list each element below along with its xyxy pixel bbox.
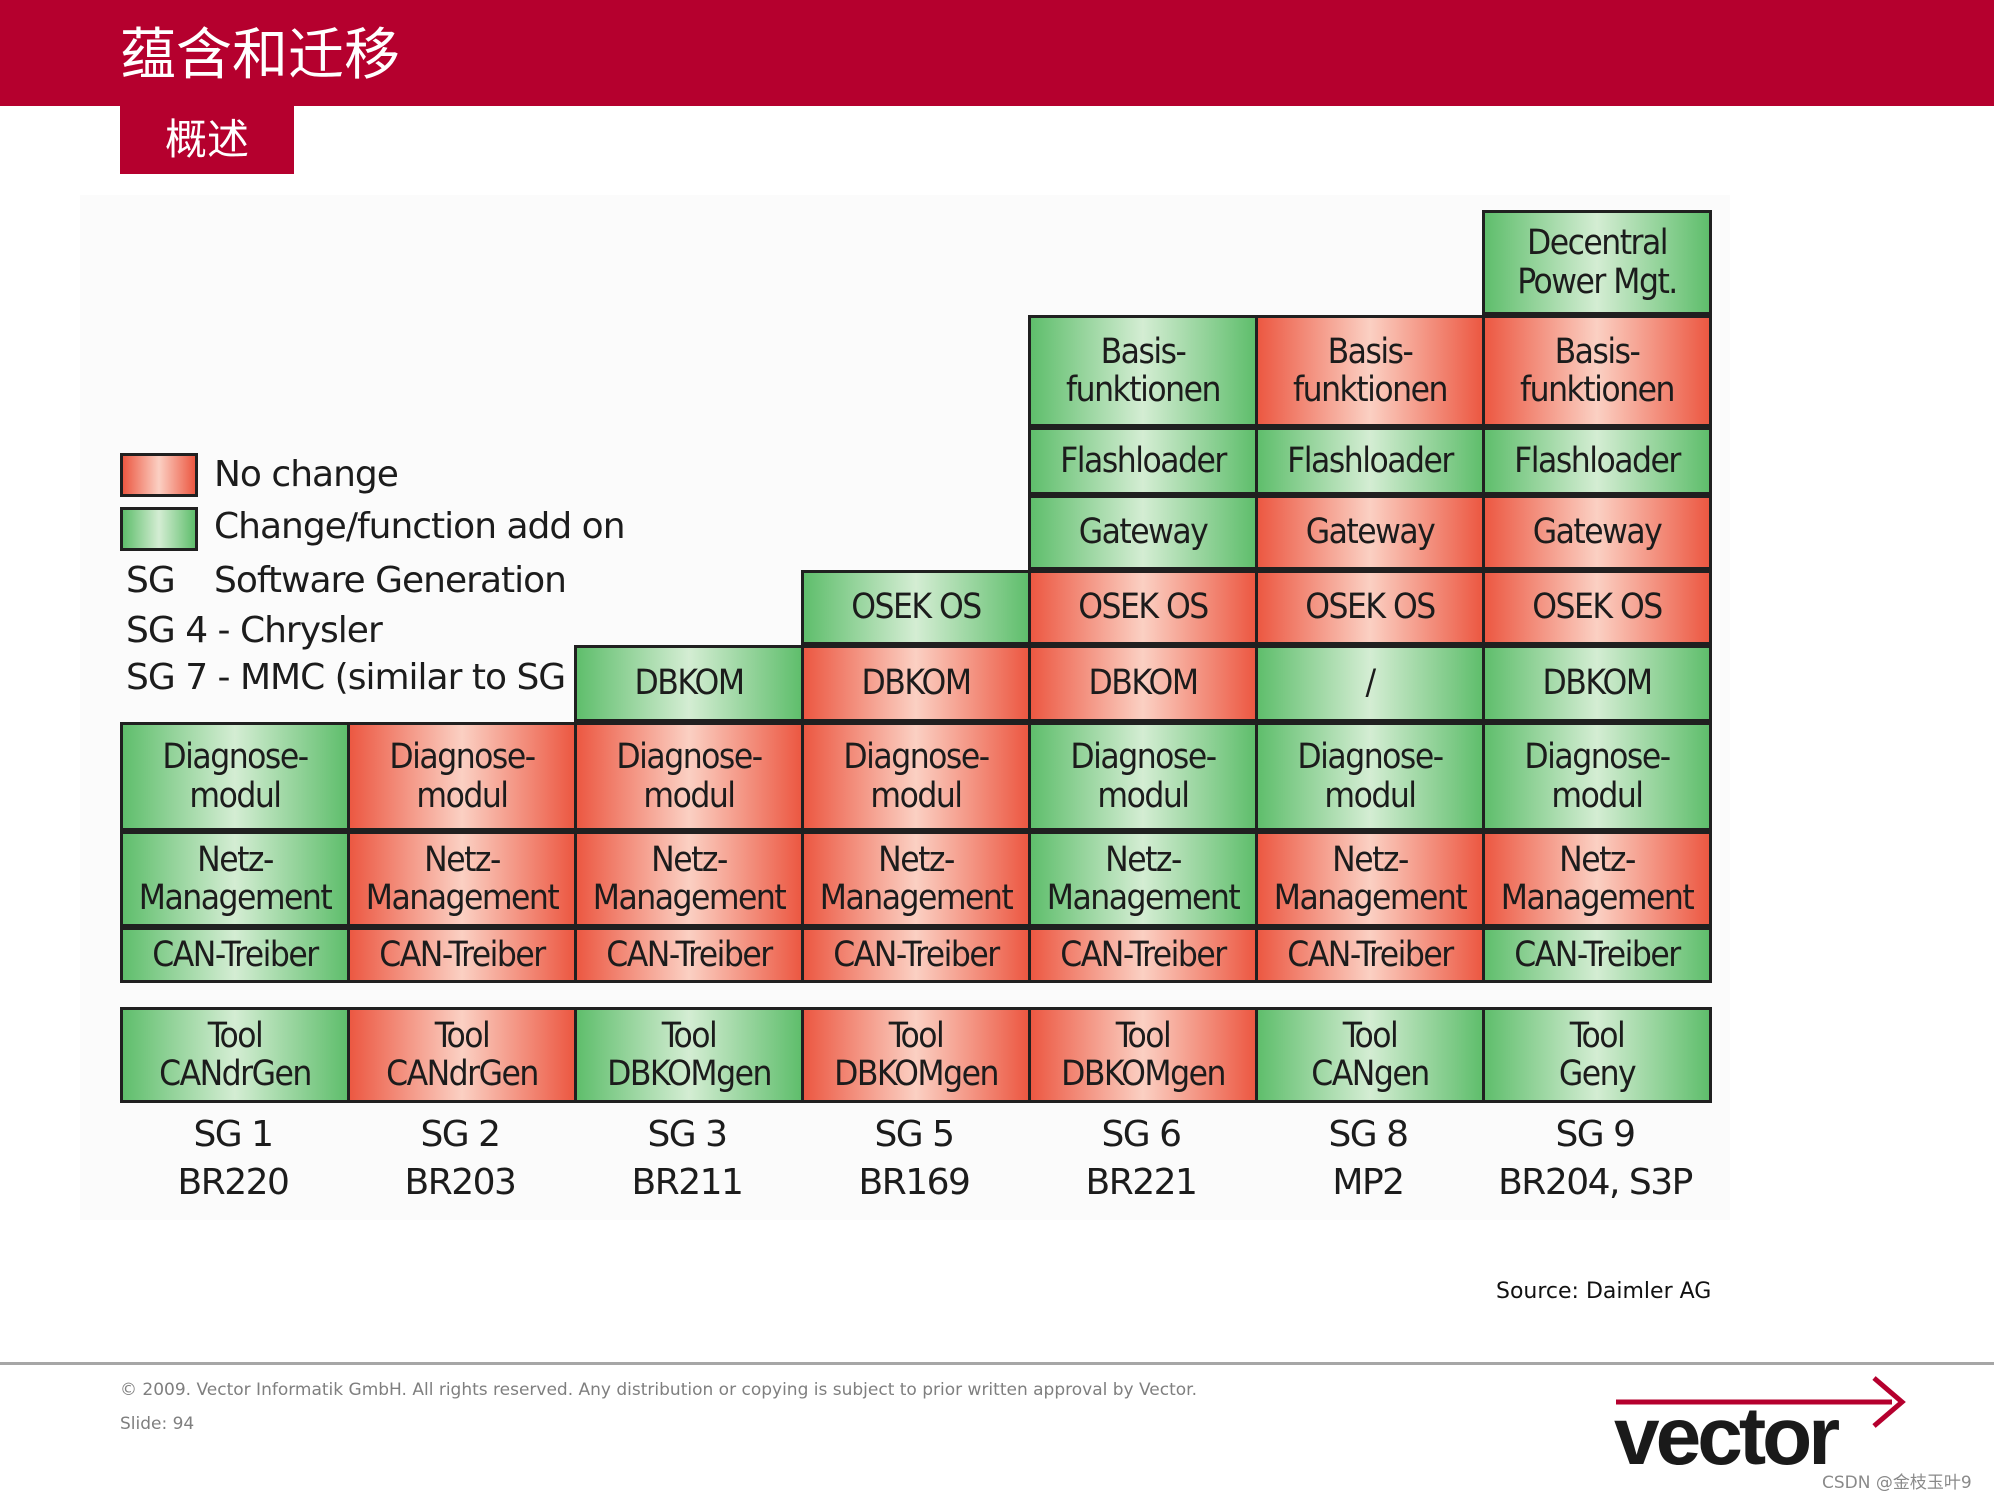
header-band	[0, 0, 1994, 106]
vector-arrow-icon	[1872, 1376, 1906, 1428]
stack-cell-4-2: Netz- Management	[801, 831, 1031, 927]
stack-cell-1-3: Diagnose- modul	[120, 722, 350, 831]
stack-cell-6-6: Gateway	[1255, 495, 1485, 570]
stack-cell-5-2: Netz- Management	[1028, 831, 1258, 927]
slide-number: Slide: 94	[120, 1414, 195, 1434]
slide-title: 蕴含和迁移	[120, 23, 400, 88]
stack-cell-2-3: Diagnose- modul	[347, 722, 577, 831]
footer-divider	[0, 1362, 1994, 1365]
stack-cell-5-3: Diagnose- modul	[1028, 722, 1258, 831]
stack-cell-1-2: Netz- Management	[120, 831, 350, 927]
stack-cell-7-5: OSEK OS	[1482, 570, 1712, 645]
stack-cell-3-3: Diagnose- modul	[574, 722, 804, 831]
sg-label-2: SG 2	[420, 1114, 501, 1155]
stack-cell-5-8: Basis- funktionen	[1028, 315, 1258, 427]
stack-cell-3-4: DBKOM	[574, 645, 804, 722]
copyright-notice: © 2009. Vector Informatik GmbH. All righ…	[120, 1380, 1198, 1400]
stack-cell-5-5: OSEK OS	[1028, 570, 1258, 645]
subtitle-tab: 概述	[120, 106, 294, 174]
stack-cell-7-6: Gateway	[1482, 495, 1712, 570]
legend-sg-meaning: Software Generation	[214, 560, 567, 601]
stack-cell-6-4: /	[1255, 645, 1485, 722]
source-note: Source: Daimler AG	[1496, 1279, 1712, 1304]
br-label-1: BR220	[177, 1162, 290, 1203]
br-label-4: BR169	[858, 1162, 971, 1203]
stack-cell-5-7: Flashloader	[1028, 427, 1258, 495]
legend-swatch-no-change	[120, 453, 198, 497]
br-label-6: MP2	[1332, 1162, 1405, 1203]
br-label-5: BR221	[1085, 1162, 1198, 1203]
stack-cell-6-2: Netz- Management	[1255, 831, 1485, 927]
stack-cell-5-1: CAN-Treiber	[1028, 927, 1258, 983]
sg-label-7: SG 9	[1555, 1114, 1636, 1155]
vector-logo: vector	[1614, 1376, 1906, 1477]
software-generation-figure: No change Change/function add on SG Soft…	[80, 195, 1730, 1220]
stack-cell-6-5: OSEK OS	[1255, 570, 1485, 645]
watermark: CSDN @金枝玉叶9	[1822, 1473, 1972, 1493]
legend-swatch-change	[120, 507, 198, 551]
stack-cell-7-2: Netz- Management	[1482, 831, 1712, 927]
legend-no-change-label: No change	[214, 454, 399, 495]
tool-cell-5: Tool DBKOMgen	[1028, 1007, 1258, 1103]
legend-sg7: SG 7 - MMC (similar to SG 6)	[126, 657, 612, 698]
stack-cell-3-1: CAN-Treiber	[574, 927, 804, 983]
stack-cell-3-2: Netz- Management	[574, 831, 804, 927]
tool-cell-6: Tool CANgen	[1255, 1007, 1485, 1103]
tool-cell-1: Tool CANdrGen	[120, 1007, 350, 1103]
sg-label-6: SG 8	[1328, 1114, 1409, 1155]
stack-cell-4-4: DBKOM	[801, 645, 1031, 722]
stack-cell-2-1: CAN-Treiber	[347, 927, 577, 983]
stack-cell-5-4: DBKOM	[1028, 645, 1258, 722]
stack-cell-6-3: Diagnose- modul	[1255, 722, 1485, 831]
br-label-7: BR204, S3P	[1498, 1162, 1693, 1203]
slide-subtitle: 概述	[164, 115, 249, 164]
tool-cell-4: Tool DBKOMgen	[801, 1007, 1031, 1103]
stack-cell-7-4: DBKOM	[1482, 645, 1712, 722]
stack-cell-1-1: CAN-Treiber	[120, 927, 350, 983]
stack-cell-5-6: Gateway	[1028, 495, 1258, 570]
stack-cell-6-1: CAN-Treiber	[1255, 927, 1485, 983]
sg-label-1: SG 1	[193, 1114, 274, 1155]
stack-cell-6-8: Basis- funktionen	[1255, 315, 1485, 427]
legend-sg-abbr: SG	[126, 560, 176, 601]
tool-cell-7: Tool Geny	[1482, 1007, 1712, 1103]
stack-cell-7-1: CAN-Treiber	[1482, 927, 1712, 983]
stack-cell-4-3: Diagnose- modul	[801, 722, 1031, 831]
stack-cell-7-9: Decentral Power Mgt.	[1482, 210, 1712, 315]
br-label-3: BR211	[631, 1162, 744, 1203]
stack-cell-2-2: Netz- Management	[347, 831, 577, 927]
stack-cell-7-3: Diagnose- modul	[1482, 722, 1712, 831]
stack-cell-4-5: OSEK OS	[801, 570, 1031, 645]
stack-cell-4-1: CAN-Treiber	[801, 927, 1031, 983]
br-label-2: BR203	[404, 1162, 517, 1203]
tool-cell-3: Tool DBKOMgen	[574, 1007, 804, 1103]
sg-label-3: SG 3	[647, 1114, 728, 1155]
legend-sg4: SG 4 - Chrysler	[126, 610, 383, 651]
vector-logo-text: vector	[1614, 1391, 1839, 1477]
legend-change-label: Change/function add on	[214, 506, 626, 547]
stack-cell-6-7: Flashloader	[1255, 427, 1485, 495]
sg-label-4: SG 5	[874, 1114, 955, 1155]
stack-cell-7-8: Basis- funktionen	[1482, 315, 1712, 427]
sg-label-5: SG 6	[1101, 1114, 1182, 1155]
tool-cell-2: Tool CANdrGen	[347, 1007, 577, 1103]
stack-cell-7-7: Flashloader	[1482, 427, 1712, 495]
